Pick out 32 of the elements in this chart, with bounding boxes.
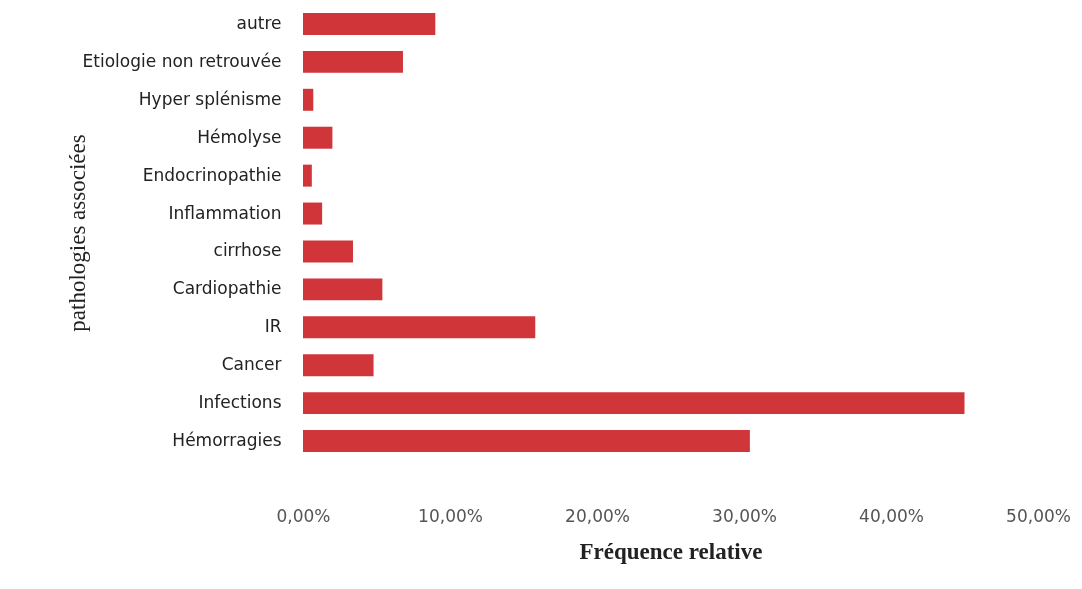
bar [303, 430, 750, 453]
y-tick-label: Endocrinopathie [142, 164, 282, 185]
y-tick-label: Hémorragies [172, 430, 282, 451]
bar [303, 278, 383, 301]
y-tick-label: Infections [198, 392, 282, 413]
y-tick-label: Etiologie non retrouvée [82, 50, 282, 71]
bar [303, 354, 374, 377]
bar [303, 240, 353, 263]
x-tick-label: 10,00% [418, 505, 483, 526]
bar [303, 316, 536, 339]
y-axis-title: pathologies associées [64, 134, 90, 332]
bar [303, 126, 333, 149]
bar [303, 50, 403, 73]
x-tick-label: 40,00% [859, 505, 924, 526]
x-tick-label: 20,00% [565, 505, 630, 526]
y-tick-label: cirrhose [213, 240, 282, 261]
y-tick-label: Inflammation [168, 202, 282, 223]
y-tick-label: autre [236, 12, 282, 33]
x-tick-label: 50,00% [1006, 505, 1071, 526]
x-tick-label: 0,00% [276, 505, 331, 526]
y-tick-label: Cancer [221, 354, 282, 375]
y-tick-label: Hyper splénisme [138, 88, 282, 109]
x-tick-label: 30,00% [712, 505, 777, 526]
x-axis-title: Fréquence relative [579, 538, 763, 564]
bar [303, 88, 314, 111]
bar [303, 164, 312, 187]
bar [303, 12, 436, 35]
y-tick-label: Cardiopathie [172, 278, 282, 299]
bar [303, 202, 323, 225]
y-tick-label: IR [264, 316, 282, 337]
y-tick-label: Hémolyse [197, 126, 282, 147]
bar [303, 392, 965, 415]
